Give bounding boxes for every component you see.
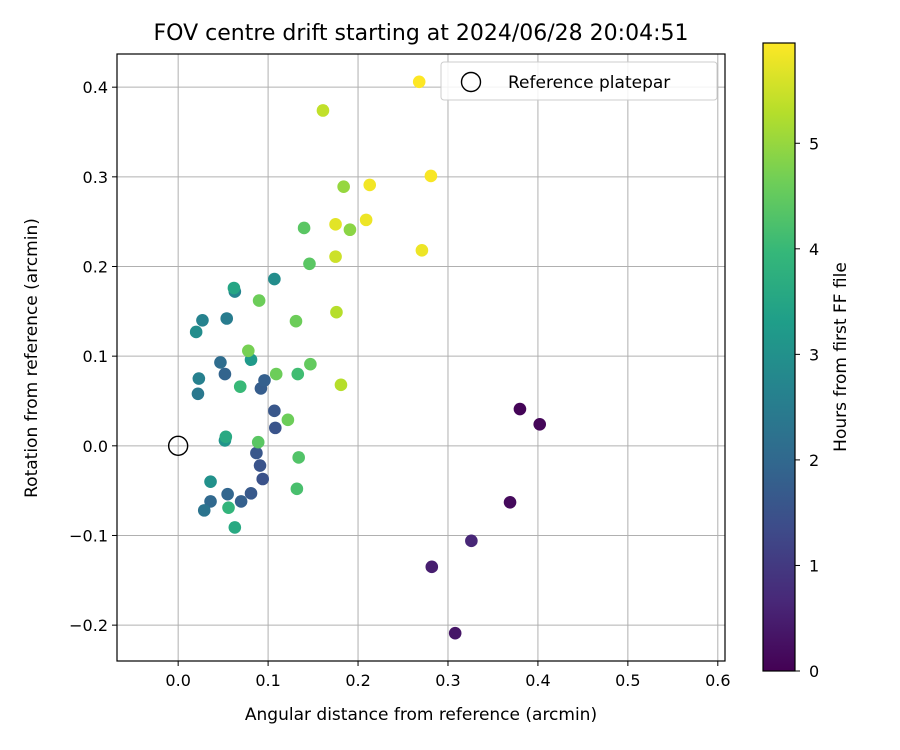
data-point <box>258 374 271 387</box>
data-point <box>281 413 295 427</box>
data-point <box>189 325 203 339</box>
data-point <box>465 534 478 548</box>
data-point <box>503 496 517 509</box>
data-point <box>316 104 330 117</box>
x-axis-ticks: 0.0 0.1 0.2 0.3 0.4 0.5 0.6 <box>165 661 731 690</box>
legend-entry-reference-platepar: Reference platepar <box>508 73 670 93</box>
data-point <box>219 430 233 444</box>
colorbar: 0 1 2 3 4 5 Hours from first FF file <box>762 42 851 681</box>
y-tick-label: 0.2 <box>83 257 108 276</box>
data-point <box>197 504 211 517</box>
data-point <box>533 417 547 431</box>
data-point <box>204 495 217 508</box>
colorbar-tick-label: 1 <box>809 556 819 575</box>
x-tick-label: 0.5 <box>615 671 640 690</box>
data-point <box>268 272 281 286</box>
y-tick-label: 0.0 <box>83 437 108 456</box>
data-point <box>337 180 350 193</box>
data-point <box>329 250 342 263</box>
data-point <box>268 421 282 435</box>
data-point <box>297 221 311 235</box>
colorbar-tick-label: 2 <box>809 451 819 470</box>
data-point <box>222 501 235 514</box>
data-point <box>192 372 206 385</box>
data-point <box>448 626 462 640</box>
colorbar-tick-label: 3 <box>809 345 819 364</box>
data-point <box>359 213 373 227</box>
colorbar-tick-label: 5 <box>809 134 819 153</box>
data-point <box>363 178 377 192</box>
data-point <box>292 451 305 464</box>
data-point <box>289 314 303 328</box>
reference-marker-group <box>167 435 189 457</box>
data-point <box>242 344 255 358</box>
data-point <box>227 281 241 295</box>
x-tick-label: 0.3 <box>435 671 460 690</box>
data-point <box>256 472 270 486</box>
data-point <box>412 75 426 89</box>
legend-box <box>440 61 718 101</box>
y-tick-label: 0.4 <box>83 78 108 97</box>
data-point <box>218 367 232 381</box>
data-point <box>214 356 227 369</box>
data-point <box>233 380 247 393</box>
data-points <box>189 75 547 640</box>
chart-title: FOV centre drift starting at 2024/06/28 … <box>154 21 689 46</box>
y-axis-label: Rotation from reference (arcmin) <box>22 218 42 498</box>
data-point <box>191 387 205 401</box>
x-tick-label: 0.6 <box>705 671 730 690</box>
legend: Reference platepar <box>440 61 718 101</box>
legend-reference-marker <box>460 71 482 93</box>
colorbar-label: Hours from first FF file <box>831 262 851 452</box>
data-point <box>290 482 304 496</box>
colorbar-ticks: 0 1 2 3 4 5 <box>795 134 819 681</box>
data-point <box>304 357 317 371</box>
data-point <box>252 294 266 307</box>
data-point <box>425 560 439 574</box>
data-point <box>415 244 429 257</box>
grid <box>117 54 725 661</box>
plot-frame <box>116 53 726 662</box>
data-point <box>234 495 248 508</box>
data-point <box>250 446 263 460</box>
data-point <box>253 459 267 472</box>
y-tick-label: −0.2 <box>69 616 108 635</box>
data-point <box>221 487 234 501</box>
data-point <box>329 218 342 231</box>
data-point <box>513 402 527 416</box>
data-point <box>228 521 242 534</box>
data-point <box>424 169 438 183</box>
y-tick-label: 0.3 <box>83 168 108 187</box>
x-tick-label: 0.1 <box>255 671 280 690</box>
data-point <box>303 257 316 271</box>
data-point <box>291 367 305 381</box>
y-tick-label: 0.1 <box>83 347 108 366</box>
y-tick-label: −0.1 <box>69 526 108 545</box>
y-axis-ticks: −0.2 −0.1 0.0 0.1 0.2 0.3 0.4 <box>69 78 117 635</box>
reference-platepar-marker <box>167 435 189 457</box>
data-point <box>196 313 209 327</box>
colorbar-tick-label: 0 <box>809 662 819 681</box>
data-point <box>269 367 283 381</box>
data-point <box>204 475 217 488</box>
data-point <box>343 223 357 237</box>
colorbar-tick-label: 4 <box>809 240 819 259</box>
x-tick-label: 0.0 <box>165 671 190 690</box>
data-point <box>244 487 258 500</box>
x-tick-label: 0.2 <box>345 671 370 690</box>
colorbar-gradient <box>762 42 796 672</box>
data-point <box>334 378 348 392</box>
x-tick-label: 0.4 <box>525 671 550 690</box>
data-point <box>251 435 265 449</box>
data-point <box>220 312 234 325</box>
x-axis-label: Angular distance from reference (arcmin) <box>245 705 597 725</box>
data-point <box>268 404 281 418</box>
data-point <box>330 305 343 319</box>
